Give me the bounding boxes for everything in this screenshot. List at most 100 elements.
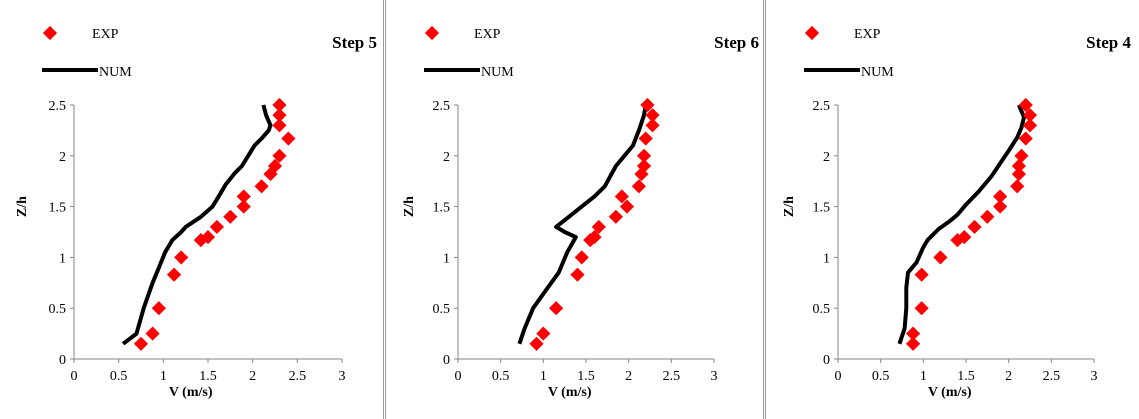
data-point-exp [645,118,660,133]
legend-marker-exp [42,25,58,41]
panel-divider [763,0,766,419]
chart-panel-step-6: 0 0.5 1 1.5 2 2.5 3 0 0.5 1 1.5 2 2.5 V (m/s) Z/h Step … [387,0,763,419]
data-point-exp [209,219,225,234]
data-point-exp [166,267,182,282]
y-tick-label: 2.5 [813,99,831,114]
series-line-num [517,104,648,345]
data-point-exp [536,326,551,341]
data-point-exp [236,189,251,204]
data-point-exp [236,199,251,214]
data-point-exp [619,199,635,214]
y-tick-label: 0.5 [49,302,67,317]
legend-marker-exp [804,25,820,41]
data-point-exp [980,209,995,224]
data-point-exp [1011,158,1026,174]
data-point-exp [133,336,149,351]
chart-title: Step 6 [714,33,759,52]
data-point-exp [636,158,652,174]
x-tick-label: 0 [455,369,462,384]
x-tick-label: 0.5 [492,369,510,384]
chart-panel-step-5: 0 0.5 1 1.5 2 2.5 3 0 0.5 1 1.5 2 2.5 V (m/s) Z/h Step … [0,0,384,419]
data-point-exp [631,179,646,194]
y-tick-label: 0 [823,353,830,368]
y-tick-label: 0 [59,353,66,368]
y-tick-label: 2.5 [433,99,451,114]
data-point-exp [587,230,602,245]
chart-svg: 0 0.5 1 1.5 2 2.5 3 0 0.5 1 1.5 2 2.5 V (m/s) Z/h Step … [402,25,759,400]
x-tick-label: 1.5 [199,369,217,384]
x-tick-label: 3 [1091,369,1098,384]
x-tick-label: 2.5 [663,369,681,384]
x-axis-label: V (m/s) [548,385,592,400]
y-tick-label: 1 [443,251,450,266]
data-point-exp [1014,148,1029,163]
data-point-exp [272,118,287,133]
legend-marker-exp [424,25,440,41]
data-point-exp [254,179,269,194]
x-tick-label: 0 [835,369,842,384]
data-point-exp [914,267,929,282]
y-tick-label: 2.5 [49,99,67,114]
x-tick-label: 2.5 [289,369,307,384]
data-point-exp [1022,118,1038,133]
y-tick-label: 0.5 [433,302,451,317]
data-point-exp [608,209,623,224]
x-tick-label: 1.5 [577,369,595,384]
x-tick-label: 1 [920,369,927,384]
x-tick-label: 3 [711,369,718,384]
chart-svg: 0 0.5 1 1.5 2 2.5 3 0 0.5 1 1.5 2 2.5 V (m/s) Z/h Step … [15,25,377,400]
data-point-exp [281,131,296,146]
data-point-exp [1022,108,1038,123]
legend-label-exp: EXP [474,27,501,42]
data-point-exp [174,250,189,265]
y-tick-label: 2 [59,150,66,165]
data-point-exp [272,148,287,163]
x-tick-label: 2 [249,369,256,384]
data-point-exp [267,158,283,174]
data-point-exp [636,148,652,163]
legend-label-exp: EXP [92,27,119,42]
x-tick-label: 0.5 [872,369,890,384]
data-point-exp [591,219,606,234]
data-point-exp [993,189,1008,204]
y-tick-label: 1 [823,251,830,266]
chart-panel-step-4: 0 0.5 1 1.5 2 2.5 3 0 0.5 1 1.5 2 2.5 V (m/s) Z/h Step … [767,0,1139,419]
y-tick-label: 1.5 [433,201,451,216]
x-tick-label: 1 [540,369,547,384]
y-axis-label: Z/h [402,196,417,217]
data-point-exp [200,230,216,245]
data-point-exp [151,301,166,316]
y-axis-label: Z/h [15,196,30,217]
legend-label-num: NUM [99,65,132,80]
x-tick-label: 2.5 [1043,369,1061,384]
x-tick-label: 0.5 [110,369,128,384]
x-tick-label: 2 [625,369,632,384]
y-tick-label: 2 [823,150,830,165]
x-tick-label: 1.5 [957,369,975,384]
y-tick-label: 1 [59,251,66,266]
data-point-exp [549,301,564,316]
legend-label-num: NUM [481,65,514,80]
y-tick-label: 1.5 [49,201,67,216]
data-point-exp [640,97,655,113]
x-tick-label: 0 [71,369,78,384]
y-tick-label: 0.5 [813,302,831,317]
x-tick-label: 3 [339,369,346,384]
data-point-exp [1011,167,1026,182]
data-point-exp [967,219,982,234]
data-point-exp [645,108,660,123]
series-line-num [897,104,1026,345]
data-point-exp [1010,179,1025,194]
x-axis-label: V (m/s) [928,385,972,400]
series-line-num [121,104,273,346]
legend-label-num: NUM [861,65,894,80]
legend-label-exp: EXP [854,27,881,42]
y-axis-label: Z/h [782,196,797,217]
x-tick-label: 1 [160,369,167,384]
data-point-exp [570,267,585,282]
data-point-exp [638,131,653,146]
data-point-exp [914,301,929,316]
x-axis-label: V (m/s) [169,385,213,400]
data-point-exp [906,336,921,351]
